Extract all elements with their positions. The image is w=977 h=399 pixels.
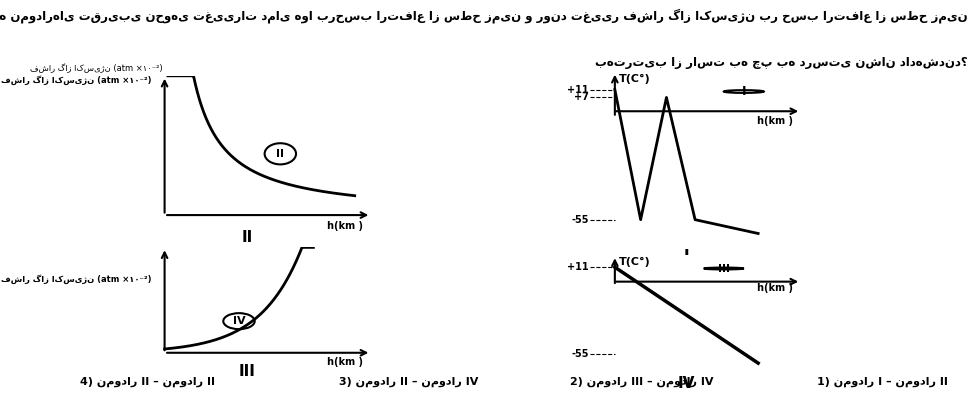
- Text: h(km ): h(km ): [756, 283, 792, 293]
- Text: در کدام گزینه نمودارهای تقریبی نحوهی تغییرات دمای هوا برحسب ارتفاع از سطح زمین و: در کدام گزینه نمودارهای تقریبی نحوهی تغی…: [0, 8, 967, 23]
- Text: h(km ): h(km ): [756, 116, 792, 126]
- Text: -55: -55: [572, 215, 589, 225]
- Text: T(C°): T(C°): [619, 74, 651, 84]
- Text: II: II: [241, 230, 253, 245]
- Text: 1) نمودار I – نمودار II: 1) نمودار I – نمودار II: [817, 377, 948, 387]
- Text: فشار گاز اکسیژن (atm ×۱۰⁻²): فشار گاز اکسیژن (atm ×۱۰⁻²): [1, 75, 151, 85]
- Text: +7: +7: [574, 93, 589, 103]
- Text: III: III: [718, 263, 730, 273]
- Text: I: I: [742, 85, 746, 98]
- Text: بهترتیب از راست به چپ به درستی نشان دادهشدند؟: بهترتیب از راست به چپ به درستی نشان داده…: [595, 56, 967, 69]
- Text: T(C°): T(C°): [619, 257, 651, 267]
- Text: +11: +11: [568, 85, 589, 95]
- Text: فشار گاز اکسیژن (atm ×۱۰⁻²): فشار گاز اکسیژن (atm ×۱۰⁻²): [1, 275, 151, 284]
- Text: 3) نمودار II – نمودار IV: 3) نمودار II – نمودار IV: [339, 377, 479, 387]
- Text: فشار گاز اکسیژن (atm ×۱۰⁻²): فشار گاز اکسیژن (atm ×۱۰⁻²): [30, 63, 162, 73]
- Text: +11: +11: [568, 262, 589, 272]
- Text: h(km ): h(km ): [327, 221, 363, 231]
- Text: I: I: [684, 249, 690, 264]
- Text: h(km ): h(km ): [327, 358, 363, 367]
- Text: III: III: [238, 364, 256, 379]
- Text: 2) نمودار III – نمودار IV: 2) نمودار III – نمودار IV: [570, 377, 713, 387]
- Text: II: II: [276, 149, 284, 159]
- Text: IV: IV: [678, 376, 696, 391]
- Text: IV: IV: [233, 316, 245, 326]
- Text: -55: -55: [572, 349, 589, 359]
- Text: 4) نمودار II – نمودار II: 4) نمودار II – نمودار II: [80, 377, 215, 387]
